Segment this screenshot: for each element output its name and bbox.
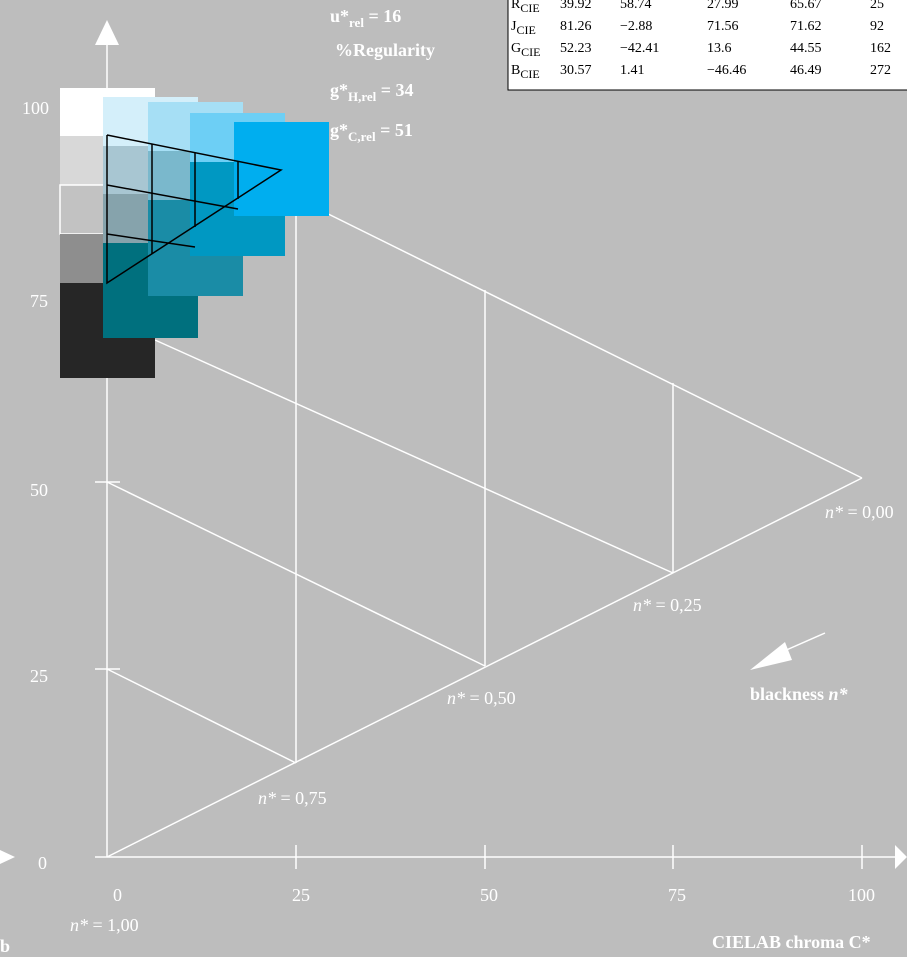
y-tick-label: 100	[22, 98, 49, 118]
table-cell: 27.99	[707, 0, 739, 12]
row-subscript: CIE	[520, 1, 539, 15]
x-arrow	[895, 845, 907, 869]
table-cell: 81.26	[560, 19, 592, 34]
row-label: GCIE	[511, 41, 540, 59]
table-cell: 65.67	[790, 0, 822, 12]
y-tick-label: 0	[38, 853, 47, 873]
x-tick-label: 100	[848, 885, 875, 905]
left-arrow	[0, 850, 15, 864]
row-label: JCIE	[511, 19, 536, 37]
row-subscript: CIE	[521, 45, 540, 59]
n-label: n* = 1,00	[70, 915, 139, 935]
row-letter: R	[511, 0, 521, 12]
table-cell: 58.74	[620, 0, 652, 12]
table-cell: 71.56	[707, 19, 739, 34]
row-label: RCIE	[511, 0, 540, 15]
y-tick-label: 25	[30, 666, 48, 686]
row-subscript: CIE	[516, 23, 535, 37]
table-cell: −46.46	[707, 63, 746, 78]
table-cell: 71.62	[790, 19, 822, 34]
table-box	[507, 0, 907, 91]
x-tick-label: 75	[668, 885, 686, 905]
table-cell: 46.49	[790, 63, 822, 78]
row-letter: B	[511, 63, 520, 78]
table-cell: 1.41	[620, 63, 645, 78]
n-label: n* = 0,75	[258, 788, 327, 808]
row-letter: J	[511, 19, 517, 34]
n-label: n* = 0,00	[825, 502, 894, 522]
table-cell: 92	[870, 19, 884, 34]
u-rel: u*rel = 16	[330, 6, 401, 30]
table-cell: 162	[870, 41, 891, 56]
y-tick-label: 75	[30, 291, 48, 311]
blackness-title: blackness n*	[750, 684, 849, 704]
table-cell: 25	[870, 0, 884, 12]
g-c-rel: g*C,rel = 51	[330, 120, 413, 144]
table-cell: 39.92	[560, 0, 592, 12]
y-tick-label: 50	[30, 480, 48, 500]
row-letter: G	[511, 41, 521, 56]
y-arrow	[95, 20, 119, 45]
color-samples	[59, 88, 329, 378]
n-label: n* = 0,50	[447, 688, 516, 708]
g-h-rel: g*H,rel = 34	[330, 80, 414, 104]
table-cell: −42.41	[620, 41, 659, 56]
table-cell: 30.57	[560, 63, 592, 78]
table-cell: 13.6	[707, 41, 732, 56]
table-cell: −2.88	[620, 19, 652, 34]
triangle-grid	[95, 45, 895, 869]
regularity: %Regularity	[335, 40, 435, 60]
row-label: BCIE	[511, 63, 540, 81]
table-cell: 52.23	[560, 41, 592, 56]
x-tick-label: 0	[113, 885, 122, 905]
corner-label: b	[0, 936, 10, 956]
x-axis-label: CIELAB chroma C*	[712, 932, 871, 952]
x-tick-label: 25	[292, 885, 310, 905]
sample-grid	[106, 134, 283, 285]
x-tick-label: 50	[480, 885, 498, 905]
table-cell: 272	[870, 63, 891, 78]
n-label: n* = 0,25	[633, 595, 702, 615]
row-subscript: CIE	[520, 67, 539, 81]
table-cell: 44.55	[790, 41, 822, 56]
blackness-arrow	[750, 642, 792, 670]
